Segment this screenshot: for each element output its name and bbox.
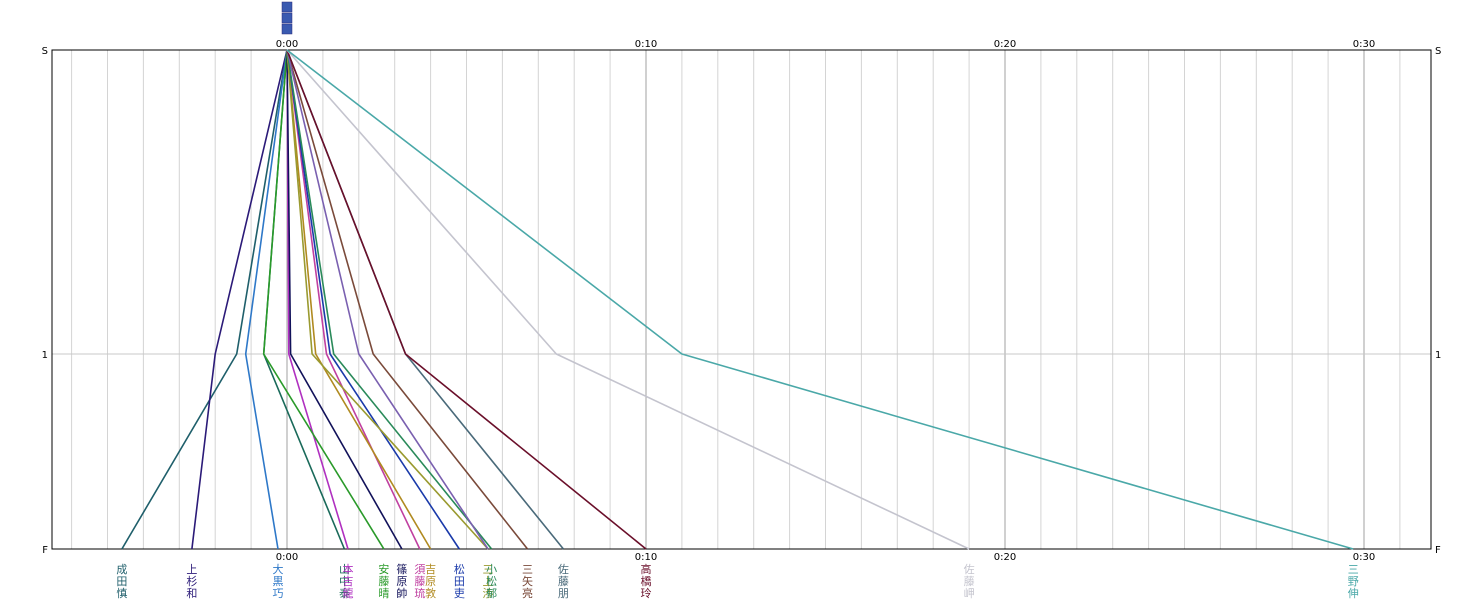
series-name-char: 本: [343, 562, 354, 576]
series-name-char: 郁: [486, 586, 497, 600]
series-name-char: 吉: [425, 563, 436, 576]
start-name-marker: [281, 23, 293, 35]
series-line: [121, 49, 288, 550]
series-line: [286, 49, 970, 550]
y-level-label-left: F: [42, 545, 48, 556]
series-name-char: 山: [339, 563, 350, 576]
series-name-char: 杉: [186, 574, 197, 588]
series-name-char: 伸: [1348, 587, 1359, 600]
series-line: [286, 49, 489, 550]
series-name-char: 矢: [522, 574, 533, 588]
series-line: [191, 49, 288, 550]
y-level-label-right: S: [1435, 46, 1441, 57]
series-name-char: 琉: [414, 586, 425, 600]
series-line: [286, 49, 460, 550]
series-line: [262, 49, 385, 550]
series-name-char: 田: [454, 575, 465, 588]
x-tick-label-bottom: 0:10: [635, 552, 657, 563]
series-name-char: 成: [116, 563, 127, 576]
series-name-char: 亮: [522, 586, 533, 600]
series-name-char: 安: [378, 562, 389, 576]
x-tick-label-top: 0:20: [994, 39, 1016, 50]
plot-frame: [51, 49, 1432, 550]
series-name-char: 上: [483, 575, 494, 588]
series-name-char: 佐: [964, 562, 975, 576]
series-name-char: 朋: [558, 587, 569, 600]
series-name-char: 田: [116, 575, 127, 588]
series-name-char: 高: [641, 562, 652, 576]
series-line: [286, 49, 421, 550]
series-line: [286, 49, 493, 550]
series-name-char: 黒: [273, 575, 284, 588]
series-line: [286, 49, 1354, 550]
series-name-char: 敦: [425, 586, 436, 600]
series-name-char: 藤: [414, 575, 425, 588]
series-name-char: 泰: [339, 586, 350, 600]
series-name-char: 藤: [378, 575, 389, 588]
series-name-char: 藤: [964, 575, 975, 588]
series-name-char: 原: [396, 575, 407, 588]
series-name-char: 三: [1348, 563, 1359, 576]
series-name-char: 原: [425, 575, 436, 588]
series-name-char: 巧: [273, 587, 284, 600]
series-name-char: 吏: [454, 587, 465, 600]
series-name-char: 吉: [343, 575, 354, 588]
series-name-char: 玲: [641, 587, 652, 600]
series-name-char: 藤: [558, 575, 569, 588]
series-name-char: 中: [339, 575, 350, 588]
y-level-label-left: 1: [42, 350, 48, 361]
x-tick-label-top: 0:00: [276, 39, 298, 50]
series-line: [286, 49, 403, 550]
series-name-char: 帥: [396, 587, 407, 600]
series-name-char: 橋: [641, 574, 652, 588]
series-line: [244, 49, 288, 550]
series-name-char: 龍: [343, 586, 354, 600]
series-name-char: 上: [186, 563, 197, 576]
y-level-label-left: S: [42, 46, 48, 57]
plot-area: [52, 50, 1431, 549]
series-name-char: 渉: [483, 586, 494, 600]
start-name-marker: [281, 12, 293, 24]
y-level-label-right: 1: [1435, 350, 1441, 361]
x-tick-label-bottom: 0:00: [276, 552, 298, 563]
series-name-char: 小: [486, 563, 497, 576]
series-line: [286, 49, 432, 550]
x-tick-label-bottom: 0:20: [994, 552, 1016, 563]
series-line: [286, 49, 489, 550]
series-name-char: 和: [186, 587, 197, 600]
series-name-char: 大: [273, 562, 284, 576]
series-name-char: 慎: [116, 586, 127, 600]
start-name-marker: [281, 1, 293, 13]
x-tick-label-top: 0:30: [1353, 39, 1375, 50]
series-name-char: 三: [483, 563, 494, 576]
x-tick-label-bottom: 0:30: [1353, 552, 1375, 563]
series-name-char: 岬: [964, 587, 975, 600]
series-name-char: 篠: [396, 562, 407, 576]
y-level-label-right: F: [1435, 545, 1441, 556]
series-name-char: 晴: [378, 587, 389, 600]
series-name-char: 佐: [558, 562, 569, 576]
series-name-char: 野: [1348, 575, 1359, 588]
series-line: [286, 49, 529, 550]
series-name-char: 松: [486, 574, 497, 588]
series-name-char: 三: [522, 563, 533, 576]
series-name-char: 須: [414, 563, 425, 576]
x-tick-label-top: 0:10: [635, 39, 657, 50]
series-name-char: 松: [454, 562, 465, 576]
series-line: [286, 49, 647, 550]
